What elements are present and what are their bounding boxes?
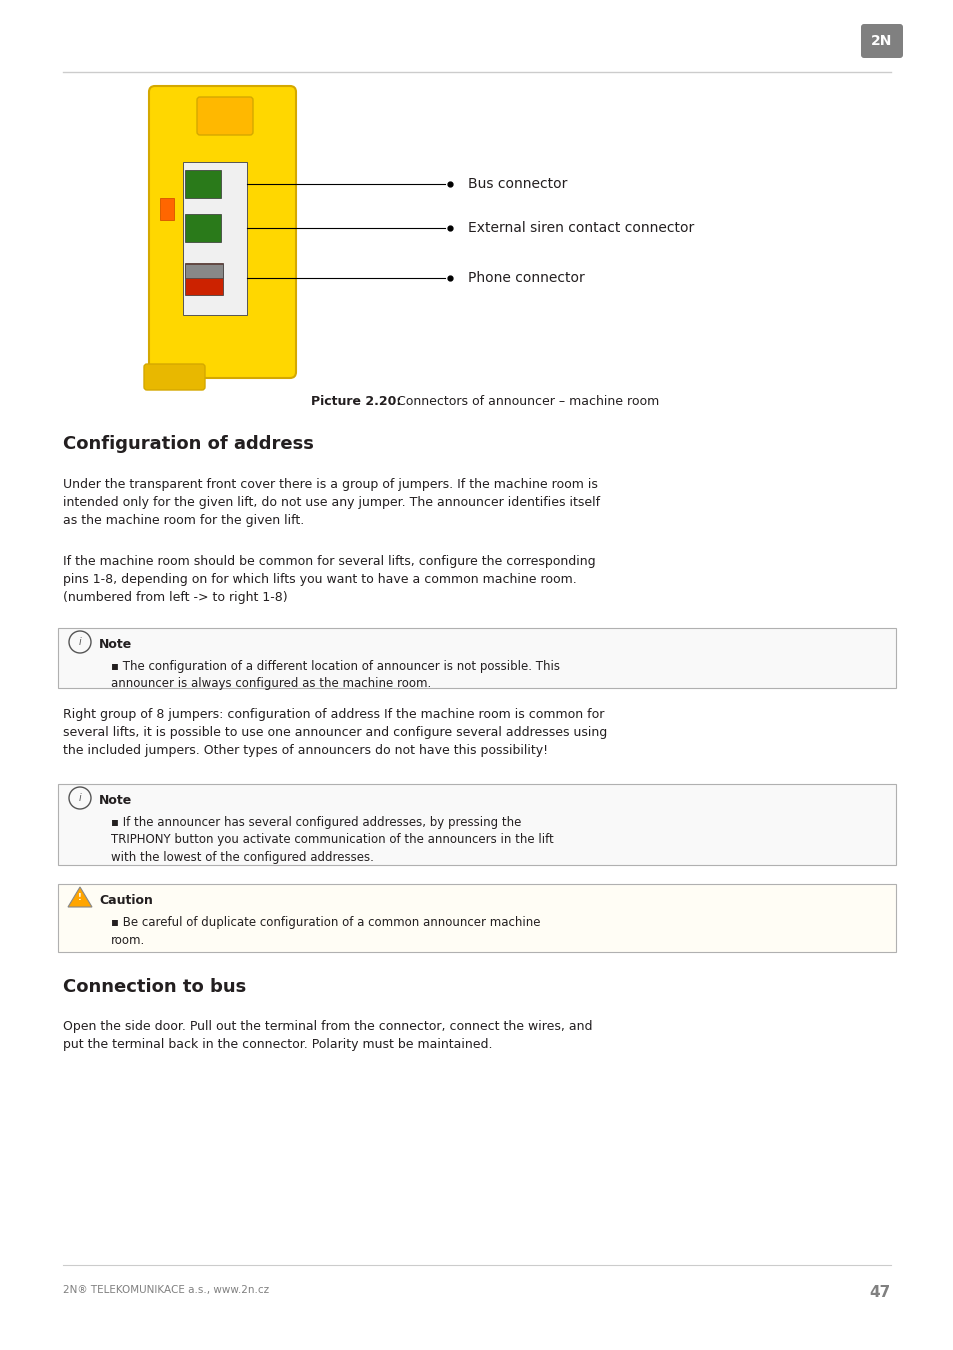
Bar — [183, 162, 247, 315]
Text: 2N® TELEKOMUNIKACE a.s., www.2n.cz: 2N® TELEKOMUNIKACE a.s., www.2n.cz — [63, 1285, 269, 1295]
Text: If the machine room should be common for several lifts, configure the correspond: If the machine room should be common for… — [63, 555, 595, 603]
Bar — [185, 215, 221, 242]
Text: i: i — [78, 792, 81, 803]
FancyBboxPatch shape — [861, 24, 902, 58]
Text: Picture 2.20:: Picture 2.20: — [311, 396, 401, 408]
FancyBboxPatch shape — [149, 86, 295, 378]
Text: ▪ Be careful of duplicate configuration of a common announcer machine
room.: ▪ Be careful of duplicate configuration … — [111, 917, 540, 946]
Bar — [185, 265, 223, 278]
FancyBboxPatch shape — [58, 784, 895, 865]
Text: 47: 47 — [869, 1285, 890, 1300]
Text: Open the side door. Pull out the terminal from the connector, connect the wires,: Open the side door. Pull out the termina… — [63, 1021, 592, 1052]
Text: !: ! — [78, 892, 82, 902]
Text: ▪ If the announcer has several configured addresses, by pressing the
TRIPHONY bu: ▪ If the announcer has several configure… — [111, 815, 553, 864]
Text: Note: Note — [99, 639, 132, 651]
Text: Under the transparent front cover there is a group of jumpers. If the machine ro: Under the transparent front cover there … — [63, 478, 599, 526]
Text: ▪ The configuration of a different location of announcer is not possible. This
a: ▪ The configuration of a different locat… — [111, 660, 559, 690]
Text: Bus connector: Bus connector — [468, 177, 567, 190]
Polygon shape — [68, 887, 91, 907]
Text: Caution: Caution — [99, 894, 152, 907]
Text: Note: Note — [99, 794, 132, 807]
Text: Connectors of announcer – machine room: Connectors of announcer – machine room — [393, 396, 659, 408]
Bar — [185, 263, 223, 296]
Text: Configuration of address: Configuration of address — [63, 435, 314, 454]
FancyBboxPatch shape — [58, 884, 895, 952]
Text: External siren contact connector: External siren contact connector — [468, 221, 694, 235]
Text: Right group of 8 jumpers: configuration of address If the machine room is common: Right group of 8 jumpers: configuration … — [63, 707, 607, 757]
FancyBboxPatch shape — [144, 364, 205, 390]
FancyBboxPatch shape — [196, 97, 253, 135]
Text: Connection to bus: Connection to bus — [63, 977, 246, 996]
Text: 2N: 2N — [870, 34, 892, 49]
FancyBboxPatch shape — [58, 628, 895, 688]
Text: Phone connector: Phone connector — [468, 271, 584, 285]
Text: i: i — [78, 637, 81, 647]
Bar — [185, 170, 221, 198]
Bar — [160, 198, 173, 220]
